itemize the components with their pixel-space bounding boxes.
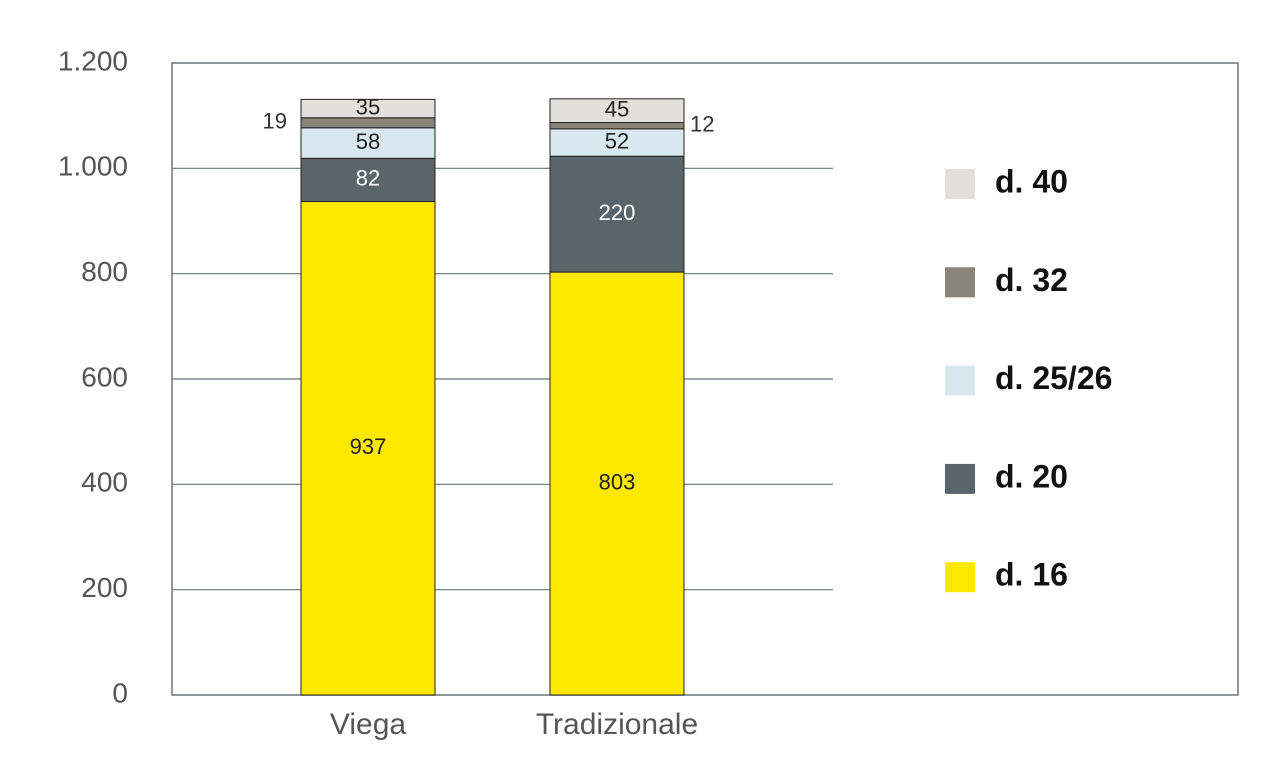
value-label: 12 — [690, 111, 714, 136]
y-tick-label: 1.200 — [58, 45, 128, 76]
legend-swatch — [945, 463, 975, 494]
value-label: 220 — [599, 200, 636, 225]
bar-segment — [549, 155, 685, 273]
value-label: 803 — [599, 469, 636, 494]
y-tick-label: 0 — [112, 677, 128, 708]
y-tick-label: 600 — [81, 361, 128, 392]
legend-label: d. 20 — [995, 458, 1068, 494]
bar-segment — [300, 201, 436, 696]
value-label: 58 — [356, 129, 380, 154]
bar-segment — [300, 127, 436, 159]
value-label: 52 — [605, 128, 629, 153]
bar-segment — [549, 122, 685, 130]
value-label: 45 — [605, 96, 629, 121]
legend-label: d. 25/26 — [995, 360, 1112, 396]
legend-swatch — [945, 365, 975, 396]
legend-swatch — [945, 169, 975, 199]
bar-segment — [300, 98, 436, 119]
value-label: 19 — [263, 109, 287, 134]
y-tick-label: 1.000 — [58, 151, 128, 182]
y-tick-label: 200 — [81, 572, 128, 603]
legend-label: d. 16 — [995, 557, 1068, 593]
x-tick-label: Viega — [330, 708, 407, 741]
legend-label: d. 40 — [995, 163, 1068, 199]
bar-segment — [300, 157, 436, 203]
value-label: 937 — [350, 434, 387, 459]
legend-swatch — [945, 562, 975, 593]
legend-label: d. 32 — [995, 262, 1068, 298]
y-tick-label: 800 — [81, 256, 128, 287]
y-tick-label: 400 — [81, 467, 128, 498]
legend-swatch — [945, 267, 975, 298]
value-label: 35 — [356, 94, 380, 119]
x-tick-label: Tradizionale — [536, 708, 698, 741]
value-label: 82 — [356, 166, 380, 191]
bar-segment — [549, 271, 685, 696]
bar-segment — [549, 98, 685, 124]
